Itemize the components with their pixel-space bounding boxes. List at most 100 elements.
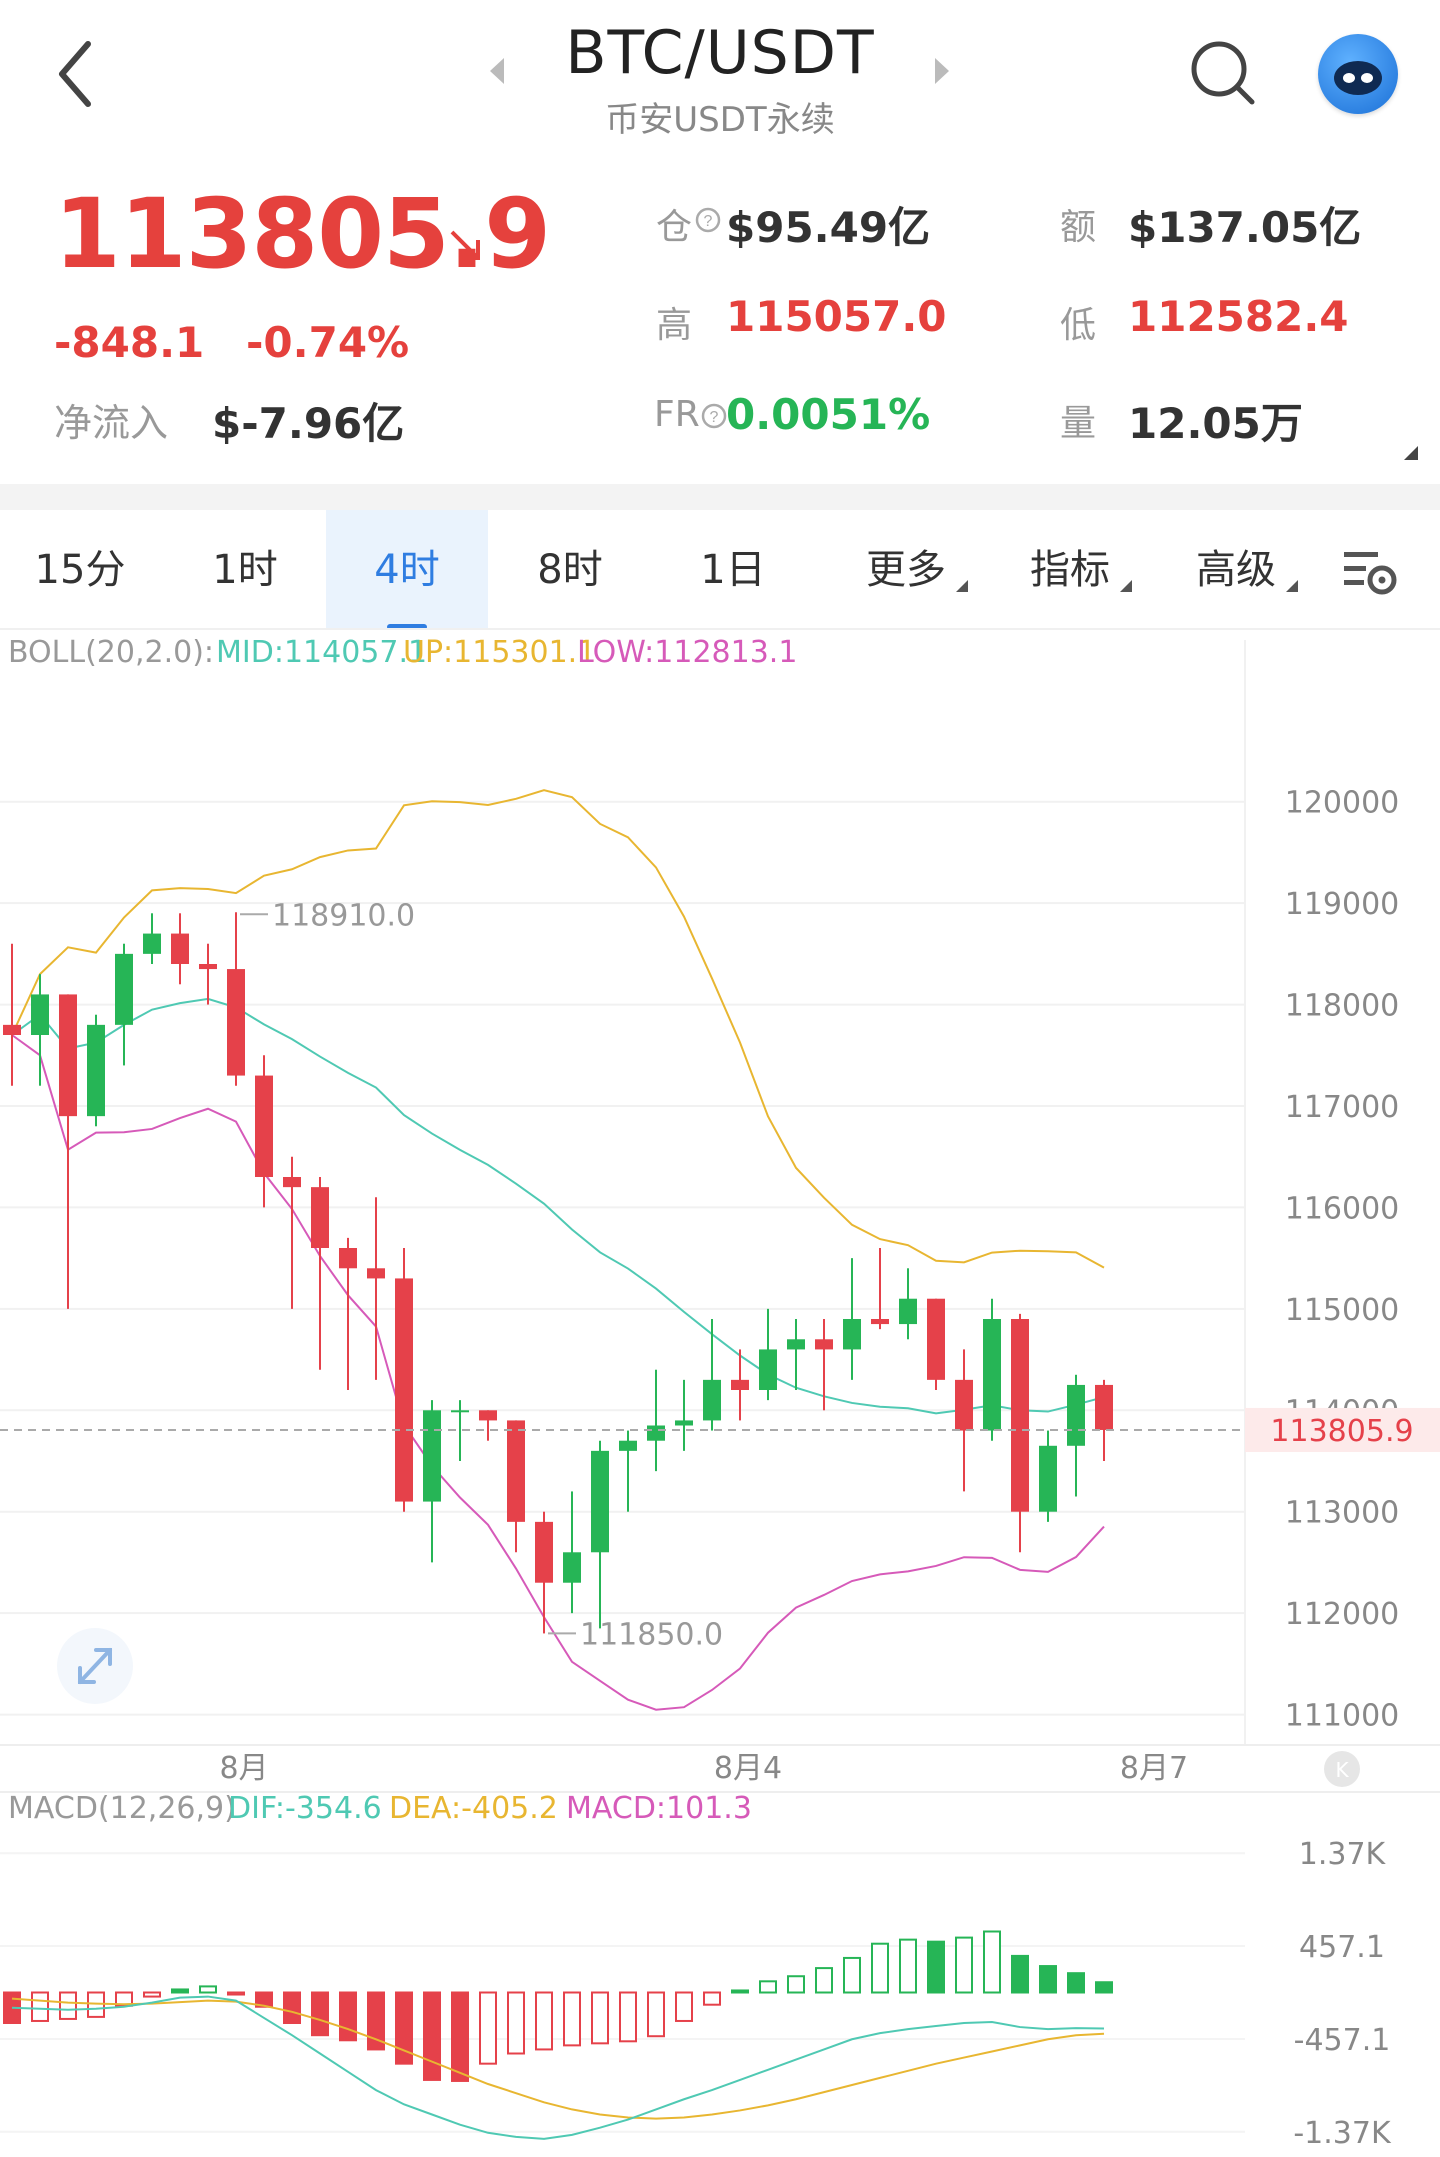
macd-bar [423,1991,441,2081]
volume-value: 12.05万 [1128,399,1303,448]
top-bar: BTC/USDT 币安USDT永续 [0,0,1440,160]
boll-upper-label: UP:115301.1 [403,635,596,670]
macd-params-label[interactable]: MACD(12,26,9) [8,1791,236,1826]
tab-1h[interactable]: 1时 [180,510,310,630]
candle-body [927,1298,945,1380]
tab-advanced[interactable]: 高级 [1176,510,1298,630]
macd-bar [171,1988,189,1994]
candle [927,1298,945,1390]
candle-body [395,1278,413,1502]
macd-bar [143,1991,161,1998]
boll-lower-label: LOW:112813.1 [577,635,797,670]
candle [619,1430,637,1512]
time-tick-label: 8月 [219,1751,268,1786]
scroll-to-latest-button[interactable]: K [1324,1751,1360,1787]
macd-bar [647,1991,665,2038]
interval-tabs: 15分 1时 4时 8时 1日 更多 指标 高级 [0,510,1440,630]
candle [591,1440,609,1629]
tab-label: 指标 [1030,547,1110,593]
candle-body [871,1319,889,1325]
expand-corner-icon[interactable] [1404,446,1418,460]
macd-dea-label: DEA:-405.2 [389,1791,558,1826]
candle-body [283,1177,301,1188]
symbol-title[interactable]: BTC/USDT [565,18,875,88]
macd-dif-line [11,1995,1105,2140]
tab-1d[interactable]: 1日 [668,510,798,630]
next-symbol-icon[interactable] [935,58,949,84]
kline-chart[interactable]: 1200001190001180001170001160001150001140… [0,630,1440,2157]
tab-4h[interactable]: 4时 [326,510,488,630]
candle-body [955,1379,973,1431]
fullscreen-button[interactable] [57,1628,133,1704]
candle-body [1067,1384,1085,1446]
svg-text:?: ? [710,409,719,426]
macd-bar [479,1991,497,2065]
dropdown-corner-icon [1120,580,1132,592]
candle [1039,1430,1057,1522]
candle [563,1491,581,1614]
candle [983,1298,1001,1441]
tab-8h[interactable]: 8时 [505,510,635,630]
net-inflow-value: $-7.96亿 [212,399,405,448]
price-tick-label: 111000 [1285,1699,1400,1734]
macd-dea-line [11,1997,1105,2120]
candle-body [423,1410,441,1502]
macd-panel: 1.37K 457.1 -457.1 -1.37K [0,1837,1392,2151]
macd-bar [899,1938,917,1994]
macd-bar [731,1989,749,1994]
candle-body [1095,1384,1113,1430]
tab-more[interactable]: 更多 [846,510,968,630]
candle [59,994,77,1309]
candle [1067,1374,1085,1497]
candle [451,1400,469,1461]
help-icon[interactable]: ? [694,206,722,234]
candle-body [171,933,189,964]
tab-15m[interactable]: 15分 [20,510,140,630]
symbol-subtitle: 币安USDT永续 [605,100,835,140]
latest-icon: K [1335,1758,1349,1782]
candle [227,912,245,1086]
macd-bar [31,1991,49,2022]
price-tick-label: 116000 [1285,1191,1400,1226]
macd-tick-label: 457.1 [1299,1930,1385,1965]
search-icon[interactable] [1188,38,1258,108]
boll-params-label[interactable]: BOLL(20,2.0): [8,635,214,670]
macd-value-label: MACD:101.3 [566,1791,752,1826]
tab-label: 15分 [34,547,126,593]
macd-bar [395,1991,413,2065]
macd-bar [1011,1954,1029,1994]
tabs-divider [0,628,1440,630]
low-label: 低 [1060,305,1097,346]
tab-indicators[interactable]: 指标 [1010,510,1132,630]
macd-bar [311,1991,329,2037]
macd-bar [955,1936,973,1994]
price-tick-label: 113000 [1285,1496,1400,1531]
previous-symbol-icon[interactable] [490,58,504,84]
price-tick-label: 118000 [1285,989,1400,1024]
macd-bar [843,1956,861,1994]
candle-body [3,1024,21,1035]
robot-assistant-icon[interactable] [1318,34,1398,114]
expand-icon [78,1648,112,1684]
candle-body [87,1024,105,1117]
macd-bar [815,1967,833,1994]
candle-body [1039,1445,1057,1512]
candle [759,1308,777,1401]
price-tick-label: 119000 [1285,887,1400,922]
candle-body [1011,1319,1029,1512]
svg-text:?: ? [704,213,713,230]
candle [115,943,133,1066]
candle-body [143,933,161,954]
candle [87,1014,105,1127]
candle [3,943,21,1086]
chart-settings-icon[interactable] [1340,544,1400,600]
help-icon[interactable]: ? [700,402,728,430]
candle [143,913,161,964]
candle-body [339,1248,357,1269]
candle [479,1410,497,1441]
candle-body [703,1379,721,1421]
candle-body [619,1440,637,1451]
candle-body [451,1410,469,1413]
last-price: 113805.9 [54,178,551,290]
back-arrow-icon[interactable] [48,34,108,114]
